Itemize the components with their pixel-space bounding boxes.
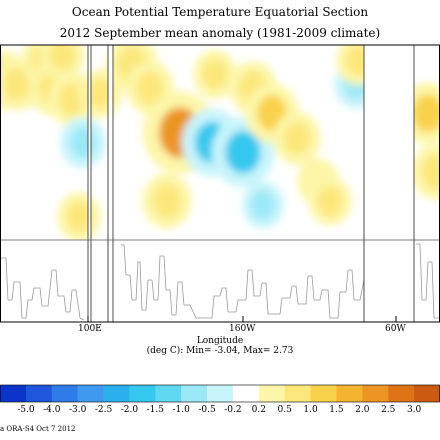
anomaly-core: [412, 94, 440, 133]
x-tick-label: 160W: [229, 324, 256, 334]
chart-title: Ocean Potential Temperature Equatorial S…: [71, 5, 369, 19]
anomaly-core: [87, 78, 113, 109]
anomaly-core: [66, 201, 92, 232]
colorbar-swatch: [414, 385, 440, 402]
colorbar-tick-label: -0.5: [198, 405, 216, 415]
colorbar-swatch: [362, 385, 389, 402]
colorbar-swatch: [284, 385, 311, 402]
anomaly-core: [136, 71, 164, 105]
colorbar-tick-label: -4.0: [43, 405, 61, 415]
anomaly-core: [283, 122, 311, 155]
land-mask-new-guinea: [108, 45, 113, 322]
colorbar-swatch: [77, 385, 104, 402]
colorbar-swatch: [25, 385, 53, 402]
topography-line-west: [0, 257, 85, 321]
colorbar-swatch: [388, 385, 415, 402]
colorbar-swatch: [103, 385, 130, 402]
anomaly-core: [70, 126, 96, 159]
colorbar: [0, 384, 440, 403]
land-mask-south-america: [364, 45, 414, 322]
x-axis-ticks: [87, 316, 397, 322]
colorbar-tick-label: -5.0: [17, 405, 35, 415]
colorbar-tick-label: -0.2: [224, 405, 242, 415]
anomaly-core: [422, 154, 440, 189]
x-axis-label: Longitude: [196, 336, 244, 346]
anomaly-core: [3, 67, 31, 101]
anomaly-core: [202, 59, 228, 90]
colorbar-swatch: [155, 385, 182, 402]
anomaly-core: [225, 130, 261, 174]
colorbar-swatch: [258, 385, 286, 402]
colorbar-tick-label: 0.2: [251, 405, 266, 415]
colorbar-tick-label: 2.0: [355, 405, 370, 415]
colorbar-tick-label: -2.5: [94, 405, 113, 415]
anomaly-core: [49, 45, 75, 71]
colorbar-tick-label: 0.5: [277, 405, 292, 415]
colorbar-swatch: [51, 385, 78, 402]
colorbar-swatch: [181, 385, 208, 402]
stats-text: (deg C): Min= -3.04, Max= 2.73: [146, 346, 294, 356]
colorbar-swatch: [232, 385, 260, 402]
colorbar-swatch: [336, 385, 363, 402]
colorbar-swatch: [0, 385, 27, 402]
x-tick-label: 100E: [78, 324, 102, 334]
chart-subtitle: 2012 September mean anomaly (1981-2009 c…: [59, 26, 381, 40]
colorbar-tick-label: -1.5: [146, 405, 164, 415]
colorbar-tick-label: 3.0: [406, 405, 422, 415]
colorbar-tick-label: 1.5: [329, 405, 344, 415]
topography-line-central: [121, 244, 365, 319]
land-mask-indonesia: [88, 45, 91, 322]
colorbar-tick-label: 1.0: [303, 405, 318, 415]
colorbar-swatch: [207, 385, 234, 402]
colorbar-tick-label: -3.0: [68, 405, 87, 415]
anomaly-core: [317, 185, 343, 217]
colorbar-tick-label: 2.5: [381, 405, 396, 415]
colorbar-tick-label: -2.0: [120, 405, 139, 415]
footer-credit: a ORA-S4 Oct 7 2012: [0, 425, 76, 433]
anomaly-core: [153, 184, 181, 218]
topography-line-east: [416, 243, 440, 319]
colorbar-swatch: [129, 385, 156, 402]
x-tick-label: 60W: [385, 324, 406, 334]
colorbar-swatch: [310, 385, 337, 402]
anomaly-core: [251, 190, 275, 220]
colorbar-tick-label: -1.0: [172, 405, 190, 415]
